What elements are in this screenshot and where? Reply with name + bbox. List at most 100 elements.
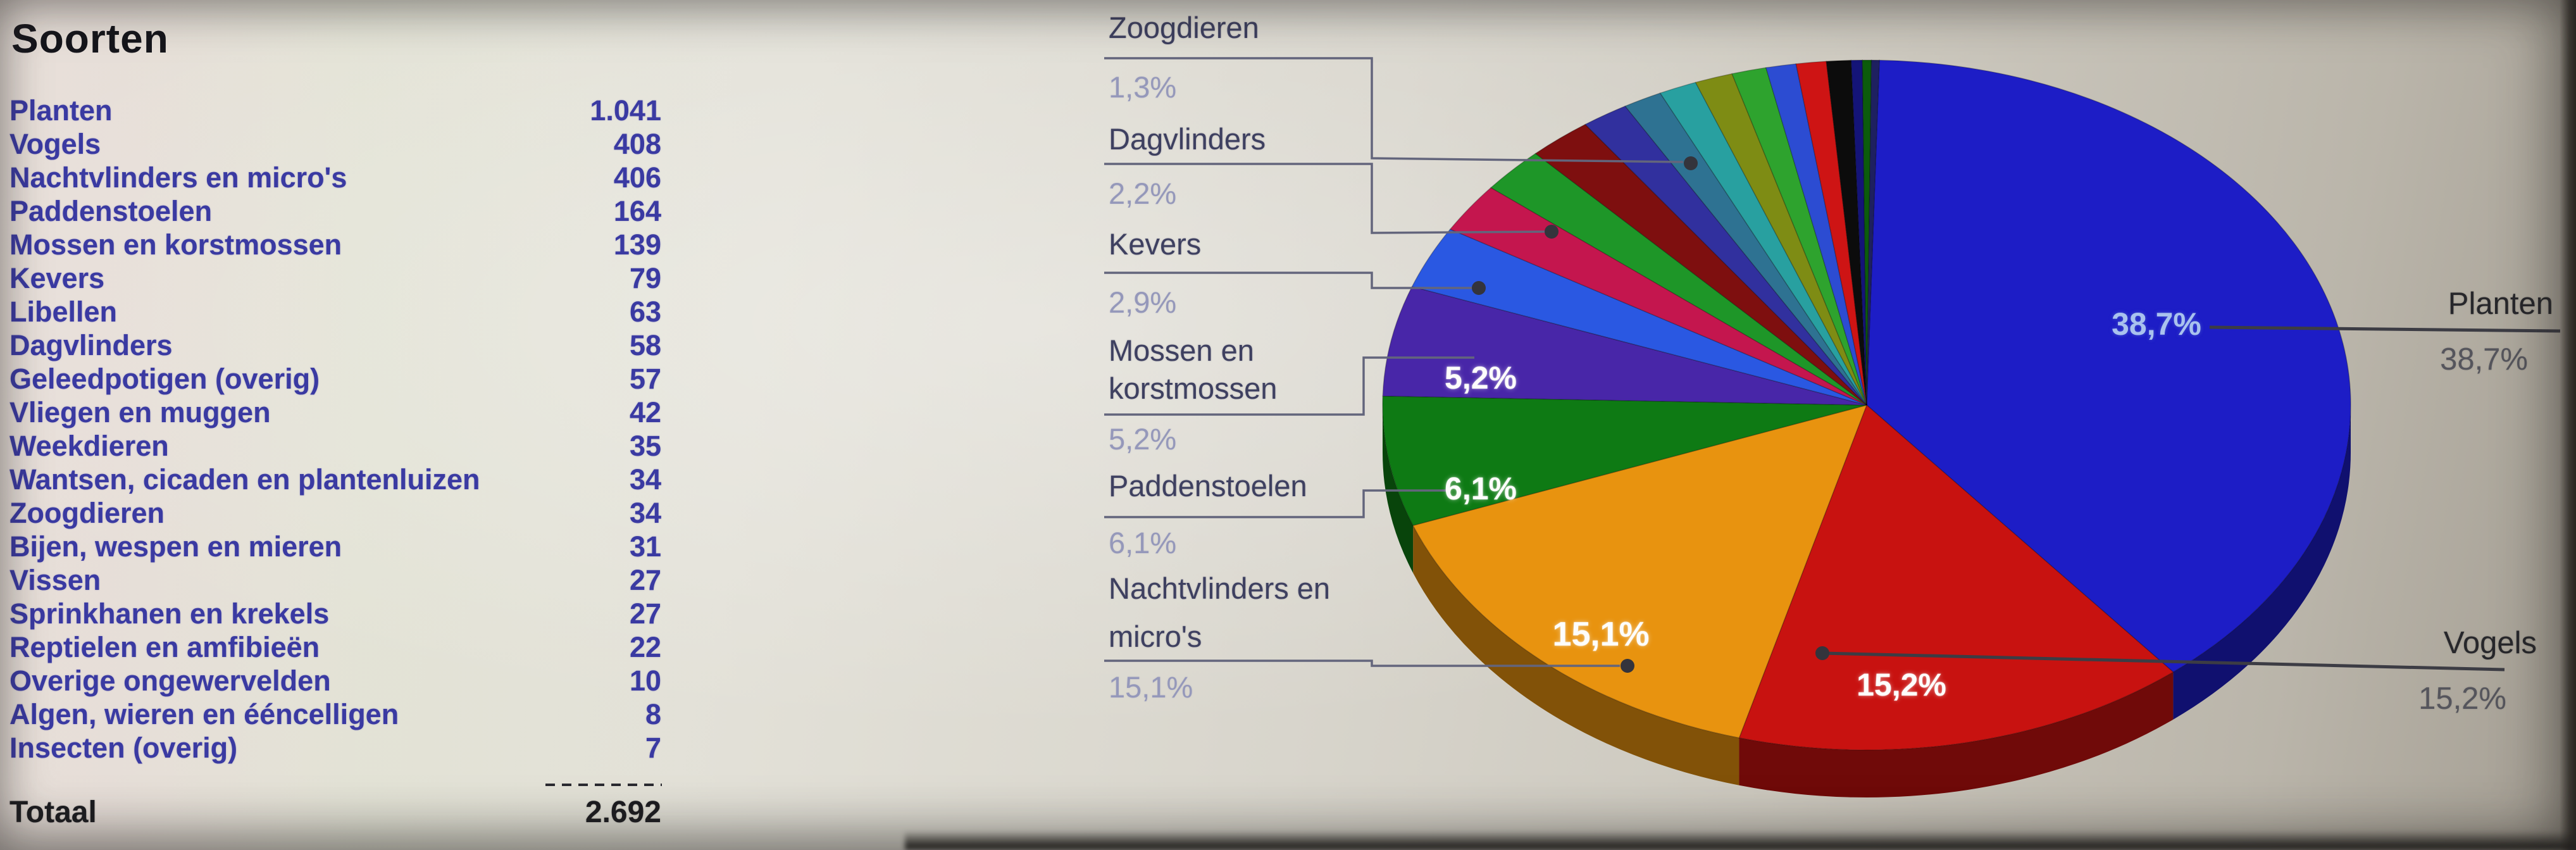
callout-name-nachtvlinders: Nachtvlinders en (1109, 572, 1331, 605)
pie-slice-overige-ongewervelden (1850, 59, 1867, 406)
pie-slice-zoogdieren (1695, 73, 1867, 406)
pie-slice-sprinkhanen-en-krekels (1795, 61, 1867, 406)
table-row: Geleedpotigen (overig) 57 (9, 362, 661, 396)
leader-dagvlinders (1104, 163, 1546, 234)
external-label-planten-pct: 38,7% (2440, 342, 2528, 377)
pie-slice-mossen-en-korstmossen (1382, 285, 1867, 406)
pie-label-vogels: 15,2% (1857, 667, 1946, 703)
species-count: 31 (629, 530, 661, 563)
species-name: Vogels (9, 128, 101, 160)
species-count: 79 (629, 262, 661, 294)
species-name: Overige ongewervelden (9, 665, 331, 697)
callout-pct-paddenstoelen: 6,1% (1109, 526, 1177, 559)
total-label: Totaal (9, 796, 97, 829)
pie-slice-wantsen-cicaden-en-plantenluizen (1659, 82, 1867, 406)
callout-pct-dagvlinders: 2,2% (1109, 177, 1177, 210)
species-name: Nachtvlinders en micro's (9, 161, 347, 194)
leader-nachtvlinders (1104, 659, 1620, 667)
leader-vogels-external-dot (1815, 646, 1829, 660)
pie-slice-reptielen-en-amfibie-n (1826, 59, 1867, 406)
leader-mossen (1104, 356, 1474, 416)
total-value: 2.692 (585, 796, 661, 829)
table-row: Weekdieren 35 (9, 429, 661, 463)
pie-rim-2 (1413, 525, 1739, 785)
pie-slice-vissen (1765, 63, 1867, 406)
species-name: Dagvlinders (9, 329, 173, 361)
species-count: 1.041 (590, 94, 661, 127)
leader-zoogdieren-dot (1684, 156, 1698, 170)
species-count: 139 (613, 228, 661, 261)
pie-slice-algen-wieren-en-ncelligen (1862, 59, 1872, 406)
species-count: 164 (613, 195, 661, 227)
leader-planten-external (2209, 325, 2561, 333)
leader-vogels-external (1822, 651, 2505, 672)
leader-kevers-dot (1472, 281, 1486, 295)
table-row: Zoogdieren 34 (9, 496, 661, 530)
callout-name-mossen-line2: korstmossen (1109, 372, 1278, 405)
table-row: Overige ongewervelden 10 (9, 664, 661, 697)
table-row: Wantsen, cicaden en plantenluizen 34 (9, 463, 661, 496)
pie-label-nachtvlinders: 15,1% (1552, 615, 1650, 653)
pie-rim-1 (1739, 672, 2174, 797)
pie-label-planten: 38,7% (2112, 306, 2201, 342)
species-count: 34 (629, 463, 661, 496)
species-count: 10 (629, 665, 661, 697)
species-count: 408 (613, 128, 661, 160)
leader-paddenstoelen (1104, 489, 1450, 518)
species-count: 27 (629, 564, 661, 596)
callout-name-zoogdieren: Zoogdieren (1109, 11, 1259, 44)
table-row: Nachtvlinders en micro's 406 (9, 161, 661, 194)
screen-bezel-bottom (905, 831, 2576, 850)
species-count: 63 (629, 296, 661, 328)
pie-slice-insecten-overig- (1866, 59, 1880, 406)
callout-pct-nachtvlinders: 15,1% (1109, 670, 1193, 704)
pie-slice-vliegen-en-muggen (1584, 105, 1867, 406)
species-name: Zoogdieren (9, 497, 165, 529)
callout-name-mossen: Mossen en (1109, 334, 1254, 367)
screen-bezel-right (2560, 0, 2576, 850)
pie-slice-weekdieren (1624, 92, 1867, 406)
pie-slice-bijen-wespen-en-mieren (1731, 67, 1867, 406)
pie-slice-dagvlinders (1490, 153, 1867, 406)
species-name: Planten (9, 94, 113, 127)
species-name: Reptielen en amfibieën (9, 631, 320, 663)
table-row: Sprinkhanen en krekels 27 (9, 597, 661, 630)
pie-slice-kevers (1411, 228, 1867, 406)
table-row: Vissen 27 (9, 563, 661, 597)
callout-name-kevers: Kevers (1109, 227, 1202, 261)
table-row: Bijen, wespen en mieren 31 (9, 530, 661, 563)
species-count: 34 (629, 497, 661, 529)
species-name: Vissen (9, 564, 101, 596)
table-total-row: Totaal 2.692 (9, 795, 661, 830)
species-table: Planten 1.041 Vogels 408 Nachtvlinders en mi… (9, 94, 661, 765)
species-name: Bijen, wespen en mieren (9, 530, 342, 563)
species-name: Algen, wieren en ééncelligen (9, 698, 399, 730)
species-name: Paddenstoelen (9, 195, 213, 227)
table-row: Algen, wieren en ééncelligen 8 (9, 697, 661, 731)
pie-slice-libellen (1449, 187, 1867, 406)
species-count: 58 (629, 329, 661, 361)
table-row: Dagvlinders 58 (9, 328, 661, 362)
table-row: Libellen 63 (9, 295, 661, 328)
pie-slice-nachtvlinders-en-micro-s (1412, 404, 1868, 739)
species-name: Mossen en korstmossen (9, 228, 342, 261)
external-label-planten-name: Planten (2448, 287, 2553, 321)
callout-pct-mossen: 5,2% (1109, 422, 1177, 456)
species-count: 27 (629, 597, 661, 630)
leader-nachtvlinders-dot (1621, 659, 1634, 673)
species-name: Libellen (9, 296, 118, 328)
leader-dagvlinders-dot (1545, 225, 1559, 239)
species-name: Vliegen en muggen (9, 396, 271, 428)
callout-name-nachtvlinders-line2: micro's (1109, 620, 1202, 653)
species-name: Geleedpotigen (overig) (9, 363, 320, 395)
table-row: Reptielen en amfibieën 22 (9, 630, 661, 664)
pie-label-paddenstoelen: 6,1% (1445, 471, 1517, 506)
species-count: 22 (629, 631, 661, 663)
species-count: 57 (629, 363, 661, 395)
pie-slice-planten (1866, 59, 2351, 673)
leader-zoogdieren (1104, 57, 1684, 163)
species-count: 7 (645, 732, 661, 764)
species-count: 42 (629, 396, 661, 428)
